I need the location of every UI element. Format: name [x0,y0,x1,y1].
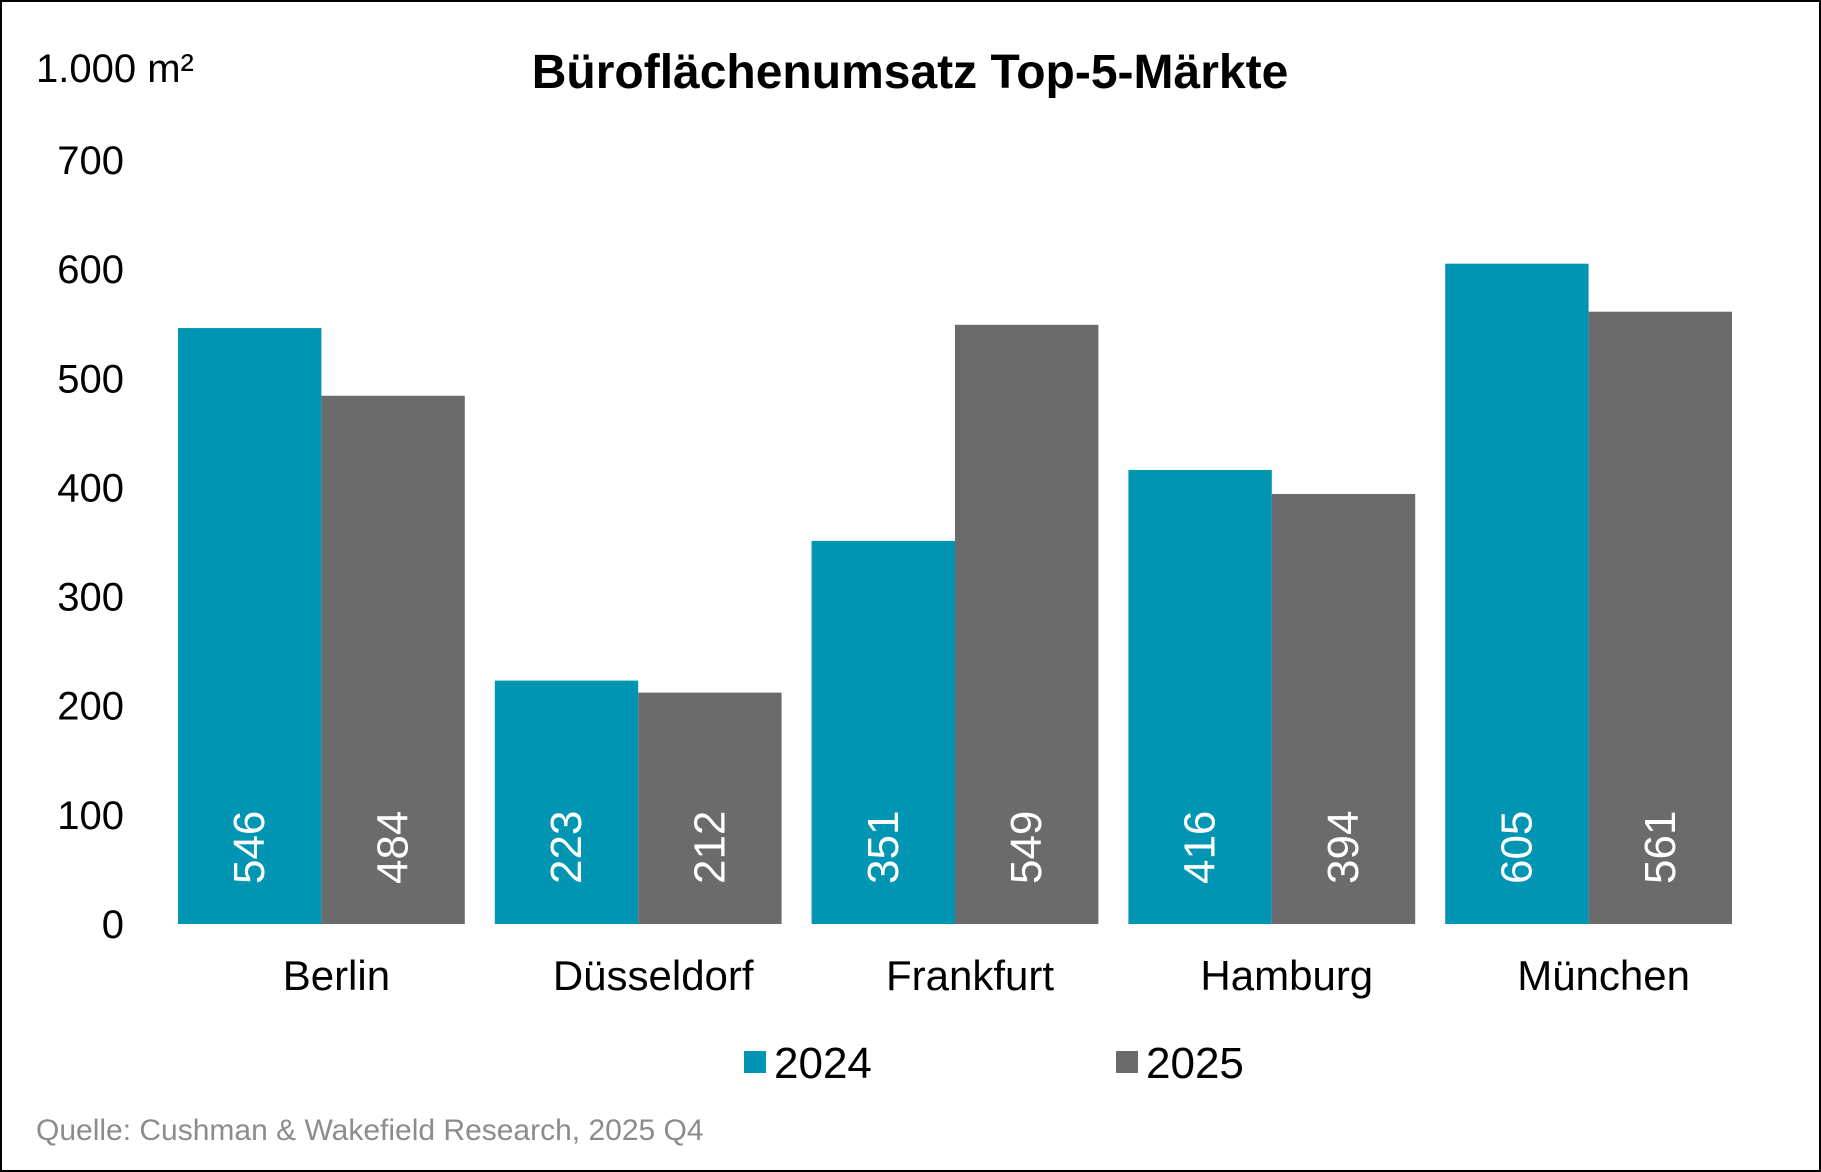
x-tick-label: München [1517,952,1690,999]
data-label: 605 [1492,811,1541,884]
x-tick-label: Berlin [283,952,390,999]
bar-berlin-2024 [178,328,322,925]
legend: 2024 2025 [744,1039,1244,1088]
y-axis-unit-label: 1.000 m² [36,47,194,91]
y-tick-label: 700 [57,139,124,183]
x-tick-label: Düsseldorf [553,952,754,999]
y-tick-label: 500 [57,357,124,401]
data-label: 351 [859,811,908,884]
x-tick-label: Hamburg [1200,952,1373,999]
bar-hamburg-2024 [1128,469,1272,924]
y-tick-label: 600 [57,248,124,292]
data-label: 484 [369,811,418,884]
x-tick-label: Frankfurt [886,952,1054,999]
y-tick-label: 100 [57,794,124,838]
source-note: Quelle: Cushman & Wakefield Research, 20… [36,1114,704,1147]
bars [178,263,1732,925]
legend-swatch-2025 [1116,1051,1138,1073]
bar-düsseldorf-2024 [494,680,639,924]
y-tick-label: 200 [57,685,124,729]
data-label: 394 [1319,811,1368,884]
x-axis-labels: Berlin Düsseldorf Frankfurt Hamburg München [283,952,1690,999]
data-label: 546 [225,811,274,884]
bar-münchen-2024 [1445,263,1589,925]
y-tick-label: 300 [57,576,124,620]
chart-title: Büroflächenumsatz Top-5-Märkte [532,46,1289,99]
bar-münchen-2025 [1588,311,1732,924]
data-label: 223 [542,811,591,884]
y-axis-ticks: 0 100 200 300 400 500 600 700 [57,139,124,947]
y-tick-label: 0 [102,903,124,947]
legend-label: 2025 [1146,1039,1244,1088]
value-labels: 546 484 223 212 351 549 416 394 605 561 [225,811,1685,884]
bar-frankfurt-2024 [811,540,955,924]
data-label: 549 [1002,811,1051,884]
bar-berlin-2025 [321,395,465,925]
data-label: 416 [1176,811,1225,884]
data-label: 212 [685,811,734,884]
legend-swatch-2024 [744,1051,766,1073]
y-tick-label: 400 [57,466,124,510]
bar-hamburg-2025 [1271,493,1416,924]
legend-label: 2024 [774,1039,872,1088]
bar-düsseldorf-2025 [638,692,782,924]
data-label: 561 [1636,811,1685,884]
bar-frankfurt-2025 [955,324,1099,924]
